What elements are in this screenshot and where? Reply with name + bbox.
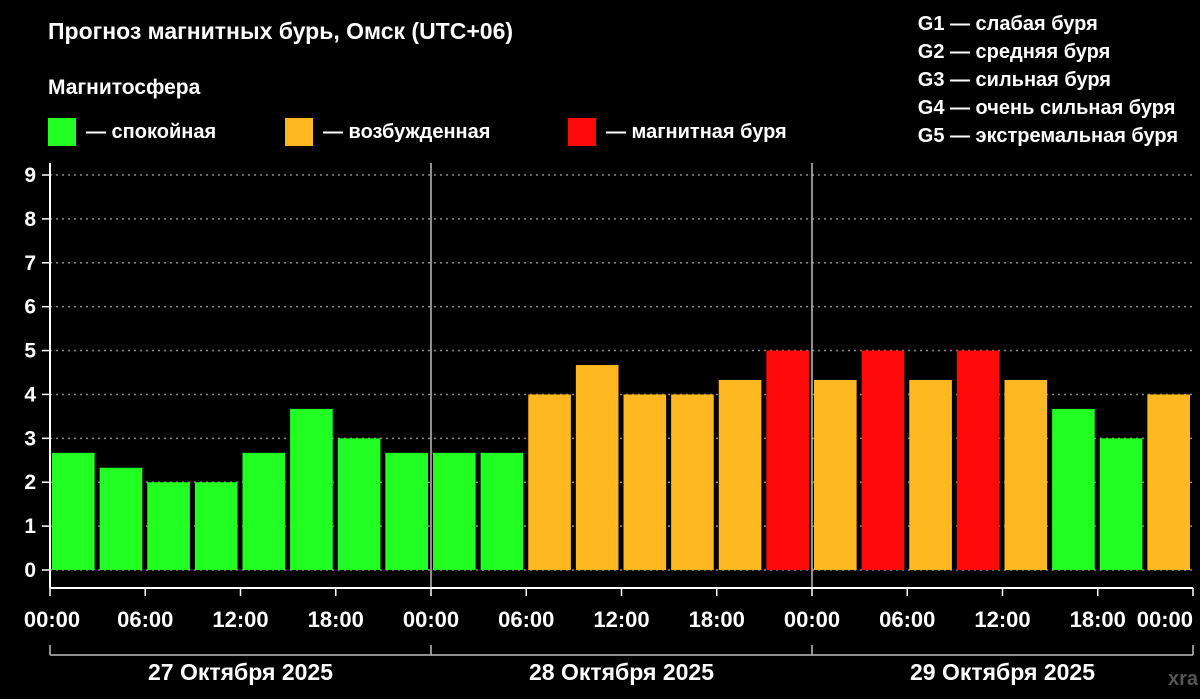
- chart-title: Прогноз магнитных бурь, Омск (UTC+06): [48, 18, 514, 44]
- legend-item-storm: — магнитная буря: [568, 117, 787, 147]
- y-tick-label: 1: [24, 515, 36, 538]
- legend-item-excited: — возбужденная: [285, 117, 490, 147]
- x-tick-label: 00:00: [784, 607, 840, 632]
- y-tick-label: 7: [24, 252, 36, 275]
- kp-bar: [718, 379, 762, 570]
- x-tick-label: 18:00: [689, 607, 745, 632]
- kp-bar: [147, 482, 190, 570]
- kp-bar: [337, 438, 381, 570]
- kp-bar: [433, 452, 476, 570]
- legend-heading: Магнитосфера: [48, 76, 201, 99]
- y-tick-label: 9: [24, 164, 36, 187]
- legend-label-excited: — возбужденная: [323, 120, 491, 143]
- kp-bar: [1004, 379, 1048, 570]
- legend-swatch-excited: [285, 118, 313, 146]
- kp-bar: [623, 394, 667, 570]
- kp-bar: [528, 394, 571, 570]
- y-tick-label: 4: [24, 383, 36, 406]
- kp-bar: [242, 452, 286, 570]
- x-tick-label: 00:00: [403, 607, 459, 632]
- x-tick-label: 06:00: [117, 607, 173, 632]
- kp-bar: [671, 394, 714, 570]
- legend-item-calm: — спокойная: [48, 117, 216, 147]
- kp-bar: [52, 452, 95, 570]
- x-tick-label: 12:00: [593, 607, 649, 632]
- kp-bar: [861, 350, 905, 570]
- legend-label-storm: — магнитная буря: [606, 120, 787, 143]
- x-tick-label: 12:00: [212, 607, 268, 632]
- kp-bar: [1099, 438, 1143, 570]
- legend-label-calm: — спокойная: [86, 120, 217, 143]
- x-tick-label: 12:00: [974, 607, 1030, 632]
- day-label: 27 Октября 2025: [148, 659, 333, 685]
- kp-bar: [1052, 408, 1095, 570]
- g-scale-item: G3 — сильная буря: [917, 69, 1111, 91]
- kp-bar: [814, 379, 857, 570]
- day-label: 28 Октября 2025: [529, 659, 714, 685]
- kp-bar: [1147, 394, 1190, 570]
- y-tick-label: 3: [24, 427, 36, 450]
- legend-swatch-storm: [568, 118, 596, 146]
- kp-bar: [956, 350, 1000, 570]
- y-tick-label: 8: [24, 208, 36, 231]
- x-tick-label: 18:00: [1070, 607, 1126, 632]
- kp-bar: [575, 365, 619, 570]
- x-tick-label: 06:00: [498, 607, 554, 632]
- kp-bar: [194, 482, 238, 570]
- g-scale-legend: G1 — слабая буря G2 — средняя буря G3 — …: [918, 10, 1178, 150]
- day-label: 29 Октября 2025: [910, 659, 1095, 685]
- kp-bar: [909, 379, 952, 570]
- y-tick-label: 2: [24, 471, 36, 494]
- x-tick-label: 18:00: [308, 607, 364, 632]
- g-scale-item: G2 — средняя буря: [917, 41, 1111, 63]
- kp-bar: [290, 408, 333, 570]
- g-scale-item: G1 — слабая буря: [917, 13, 1098, 35]
- legend-swatch-calm: [48, 118, 76, 146]
- kp-bar: [766, 350, 809, 570]
- kp-bar: [480, 452, 524, 570]
- y-tick-label: 0: [24, 559, 36, 582]
- x-tick-label: 00:00: [24, 607, 80, 632]
- watermark: xra: [1167, 668, 1198, 690]
- y-tick-label: 5: [24, 340, 36, 363]
- x-tick-label: 06:00: [879, 607, 935, 632]
- g-scale-item: G5 — экстремальная буря: [917, 125, 1178, 147]
- y-tick-label: 6: [24, 296, 36, 319]
- x-tick-label: 00:00: [1137, 607, 1193, 632]
- g-scale-item: G4 — очень сильная буря: [917, 97, 1176, 119]
- kp-bar: [99, 467, 143, 570]
- kp-bar: [385, 452, 428, 570]
